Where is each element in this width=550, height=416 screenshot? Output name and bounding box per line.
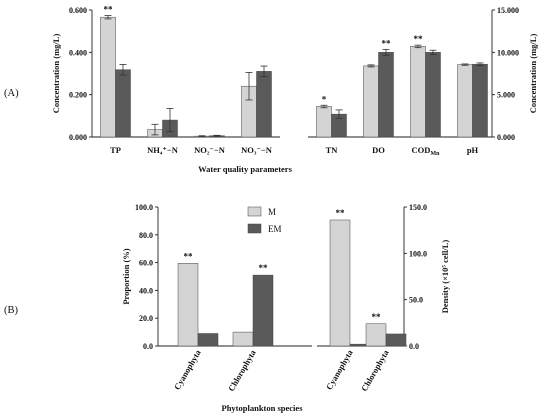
panel-a-label: (A) [4, 88, 19, 99]
bar-m [410, 46, 426, 138]
bar-em [378, 52, 394, 138]
right-y-tick-label: 5.000 [497, 91, 515, 100]
bar-m [365, 323, 387, 347]
left-y-tick-label: 0.000 [69, 133, 87, 142]
right-y-axis-label: Concentration (mg/L) [528, 34, 538, 114]
legend-swatch-em [247, 223, 262, 234]
x-category-label: Chlorophyta [226, 347, 258, 393]
left-y-tick-label: 0.600 [69, 6, 87, 15]
right-y-tick-label: 50.0 [409, 296, 423, 305]
significance-marker: * [322, 94, 327, 104]
significance-marker: ** [336, 208, 346, 218]
left-y-tick-label: 60.0 [139, 259, 153, 268]
significance-marker: ** [184, 251, 194, 261]
left-y-tick-label: 20.0 [139, 314, 153, 323]
right-y-tick-label: 10.000 [497, 48, 519, 57]
right-y-tick-label: 0.0 [409, 342, 419, 351]
bar-em [425, 52, 441, 138]
x-category-label: DO [372, 145, 385, 155]
x-category-label: Cyanophyta [324, 347, 355, 391]
x-category-label-text: DO [372, 145, 385, 155]
chart-water-quality: 0.000 0.200 0.400 0.600 0.000 5.000 10.000 15.0… [51, 5, 538, 174]
x-category-label-text: COD [412, 145, 431, 155]
x-category-label-text: NO₂⁻−N [194, 145, 226, 155]
left-y-tick-label: 0.0 [143, 342, 153, 351]
significance-marker: ** [382, 38, 392, 48]
bar-m [232, 331, 254, 347]
bar-m [316, 106, 332, 138]
bar-m [329, 219, 351, 347]
x-axis-label: Water quality parameters [198, 164, 292, 174]
bar-m [177, 263, 199, 347]
x-category-label: Chlorophyta [359, 347, 391, 393]
x-category-label: NO₂⁻−N [194, 145, 226, 155]
legend-label-m: M [268, 207, 276, 217]
x-axis-label: Phytoplankton species [222, 403, 304, 413]
bar-em [385, 333, 407, 347]
left-y-tick-label: 0.200 [69, 91, 87, 100]
bar-em [197, 333, 219, 347]
left-y-tick-label: 0.400 [69, 48, 87, 57]
bar-m [457, 64, 473, 138]
x-category-label: Cyanophyta [172, 347, 203, 391]
legend-swatch-m [247, 206, 262, 217]
x-category-label-subscript: Mn [430, 151, 440, 157]
chart-phytoplankton: 0.0 20.0 40.0 60.0 80.0 100.0 0.0 50.0 100.0 150.… [121, 203, 450, 413]
panel-b-label: (B) [4, 305, 19, 316]
x-category-label-text: TP [110, 145, 121, 155]
x-category-label-text: pH [467, 145, 479, 155]
significance-marker: ** [414, 34, 424, 44]
x-category-label: NO₃⁻−N [241, 145, 273, 155]
x-category-label: TP [110, 145, 121, 155]
right-y-tick-label: 0.000 [497, 133, 515, 142]
x-category-label-text: NO₃⁻−N [241, 145, 273, 155]
left-y-axis-label: Proportion (%) [121, 248, 131, 304]
bar-em [256, 71, 272, 138]
x-category-label-text: NH₄⁺−N [147, 145, 179, 155]
left-y-axis-label: Concentration (mg/L) [51, 34, 61, 114]
x-category-label-text: TN [326, 145, 339, 155]
bar-m [100, 16, 116, 138]
left-y-tick-label: 40.0 [139, 286, 153, 295]
right-y-tick-label: 100.0 [409, 249, 427, 258]
left-y-tick-label: 80.0 [139, 231, 153, 240]
bar-em [472, 63, 488, 138]
left-y-tick-label: 100.0 [135, 203, 153, 212]
right-y-tick-label: 150.0 [409, 203, 427, 212]
right-y-axis-label: Density (×10⁵ cell/L) [440, 240, 450, 314]
legend: M EM [247, 206, 282, 234]
bar-m [363, 65, 379, 138]
significance-marker: ** [372, 312, 382, 322]
x-category-label: NH₄⁺−N [147, 145, 179, 155]
bar-em [252, 274, 274, 347]
significance-marker: ** [104, 5, 114, 15]
x-category-label: TN [326, 145, 339, 155]
significance-marker: ** [259, 263, 269, 273]
x-category-label: CODMn [412, 145, 441, 157]
legend-label-em: EM [268, 224, 282, 234]
right-y-tick-label: 15.000 [497, 6, 519, 15]
x-category-label: pH [467, 145, 479, 155]
bar-em [115, 69, 131, 138]
